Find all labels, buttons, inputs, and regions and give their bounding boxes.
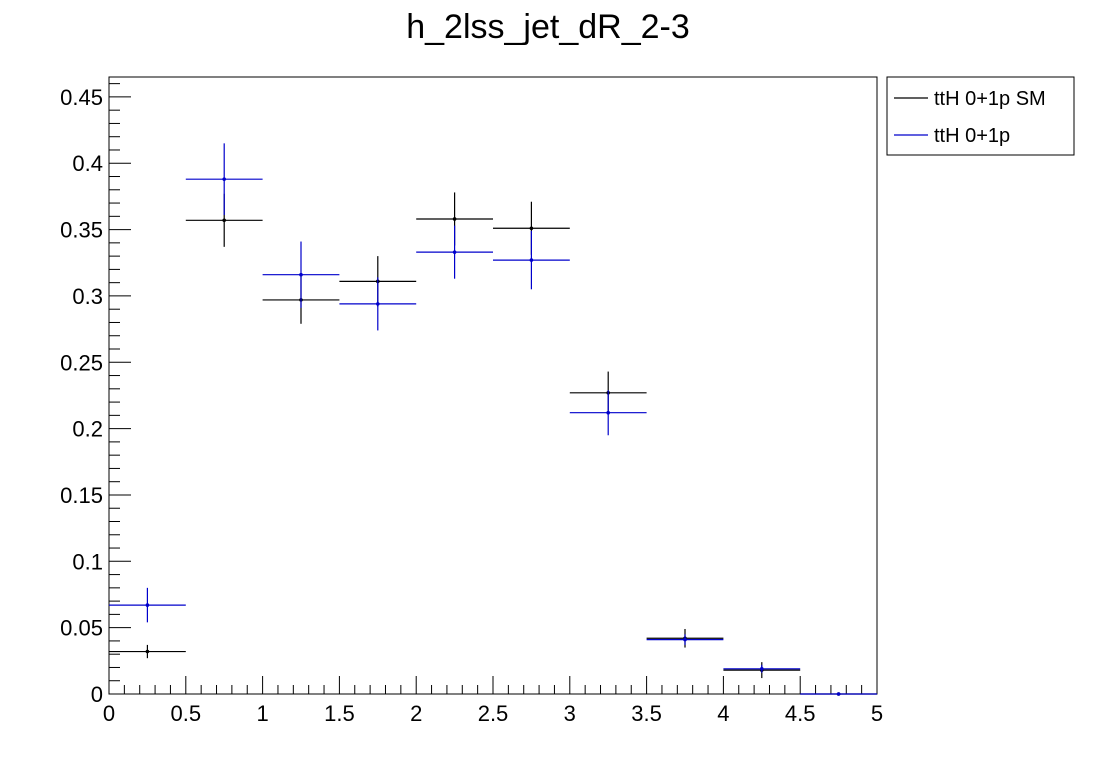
data-point <box>145 603 150 607</box>
data-point <box>299 272 303 277</box>
y-tick-label: 0.05 <box>60 616 103 641</box>
chart-title: h_2lss_jet_dR_2-3 <box>406 8 690 46</box>
y-tick-label: 0.4 <box>72 151 103 176</box>
data-point <box>529 226 534 231</box>
legend: ttH 0+1p SM ttH 0+1p <box>886 76 1075 156</box>
legend-label: ttH 0+1p <box>934 125 1010 147</box>
data-point <box>452 217 457 221</box>
x-tick-label: 0 <box>103 701 115 726</box>
y-tick-label: 0.1 <box>72 549 103 574</box>
data-point <box>683 637 687 642</box>
y-tick-label: 0.25 <box>60 350 103 375</box>
x-tick-label: 4.5 <box>785 701 816 726</box>
data-point <box>836 692 841 696</box>
y-tick-label: 0.45 <box>60 85 103 110</box>
y-tick-label: 0.3 <box>72 284 103 309</box>
data-point <box>376 302 380 306</box>
series-layer <box>109 143 877 696</box>
y-tick-label: 0 <box>91 682 103 707</box>
x-tick-label: 3.5 <box>631 701 662 726</box>
y-axis: 0 0.05 0.1 0.15 0.2 0.25 0.3 0.35 0.4 0.45 <box>60 83 131 707</box>
y-tick-label: 0.35 <box>60 218 103 243</box>
data-point <box>222 177 226 181</box>
series-1 <box>109 192 877 696</box>
data-point <box>222 218 226 223</box>
data-point <box>145 649 150 654</box>
x-tick-label: 2 <box>410 701 422 726</box>
x-tick-label: 1 <box>256 701 268 726</box>
data-point <box>529 258 534 262</box>
series-2 <box>109 143 877 696</box>
x-tick-label: 2.5 <box>478 701 509 726</box>
legend-box <box>886 76 1075 156</box>
data-point <box>606 410 610 415</box>
y-tick-label: 0.15 <box>60 483 103 508</box>
x-tick-label: 1.5 <box>324 701 355 726</box>
x-tick-label: 5 <box>871 701 883 726</box>
data-point <box>760 666 764 671</box>
x-tick-label: 0.5 <box>171 701 202 726</box>
x-axis: 0 0.5 1 1.5 2 2.5 3 3.5 4 4.5 5 <box>103 676 883 726</box>
legend-label: ttH 0+1p SM <box>934 88 1046 110</box>
x-tick-label: 4 <box>717 701 729 726</box>
y-tick-label: 0.2 <box>72 417 103 442</box>
data-point <box>452 250 457 254</box>
x-tick-label: 3 <box>564 701 576 726</box>
